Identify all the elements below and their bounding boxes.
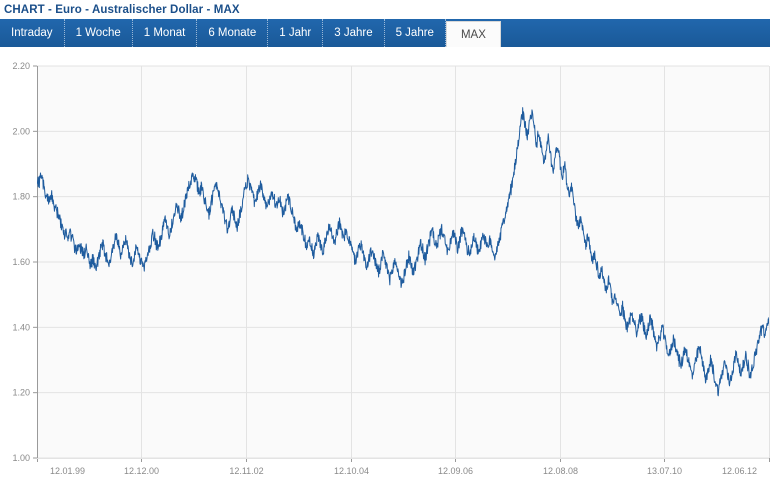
xtick-label: 12.12.00	[124, 466, 159, 476]
xtick-label: 12.08.08	[543, 466, 578, 476]
ytick-label: 1.00	[12, 453, 30, 463]
tab-label: 3 Jahre	[334, 27, 373, 39]
tab-3-jahre[interactable]: 3 Jahre	[323, 19, 385, 47]
ytick-label: 1.80	[12, 192, 30, 202]
tab-5-jahre[interactable]: 5 Jahre	[385, 19, 446, 47]
tab-1-monat[interactable]: 1 Monat	[133, 19, 198, 47]
eur-aud-line-chart[interactable]: 12.01.99 12.12.00 12.11.02 12.10.04 12.09.06…	[0, 47, 770, 488]
tab-1-jahr[interactable]: 1 Jahr	[268, 19, 324, 47]
tab-label: 1 Woche	[75, 27, 121, 39]
xtick-label: 12.10.04	[334, 466, 369, 476]
xtick-label: 12.11.02	[229, 466, 263, 476]
page-title: CHART - Euro - Australischer Dollar - MA…	[4, 4, 240, 16]
tab-label: 1 Jahr	[279, 27, 312, 39]
ytick-label: 2.20	[12, 61, 30, 71]
xtick-label: 13.07.10	[647, 466, 682, 476]
tab-6-monate[interactable]: 6 Monate	[197, 19, 269, 47]
price-line	[37, 107, 769, 397]
xtick-label: 12.01.99	[50, 466, 85, 476]
ytick-label: 1.60	[12, 257, 30, 267]
xtick-label: 12.06.12	[722, 466, 757, 476]
chart-region: 12.01.99 12.12.00 12.11.02 12.10.04 12.09.06…	[0, 47, 770, 488]
period-tab-bar: Intraday 1 Woche 1 Monat 6 Monate 1 Jahr 3 Ja…	[0, 19, 770, 47]
tab-label: 6 Monate	[208, 27, 257, 39]
tab-label: 5 Jahre	[395, 27, 434, 39]
xtick-label: 12.09.06	[438, 466, 473, 476]
tab-intraday[interactable]: Intraday	[0, 19, 65, 47]
tab-label: 1 Monat	[143, 27, 186, 39]
ytick-label: 2.00	[12, 126, 30, 136]
tab-label: Intraday	[11, 27, 53, 39]
tab-max[interactable]: MAX	[445, 21, 501, 47]
tab-1-woche[interactable]: 1 Woche	[65, 19, 133, 47]
ytick-label: 1.40	[12, 322, 30, 332]
ytick-label: 1.20	[12, 388, 30, 398]
tab-label: MAX	[460, 28, 486, 41]
